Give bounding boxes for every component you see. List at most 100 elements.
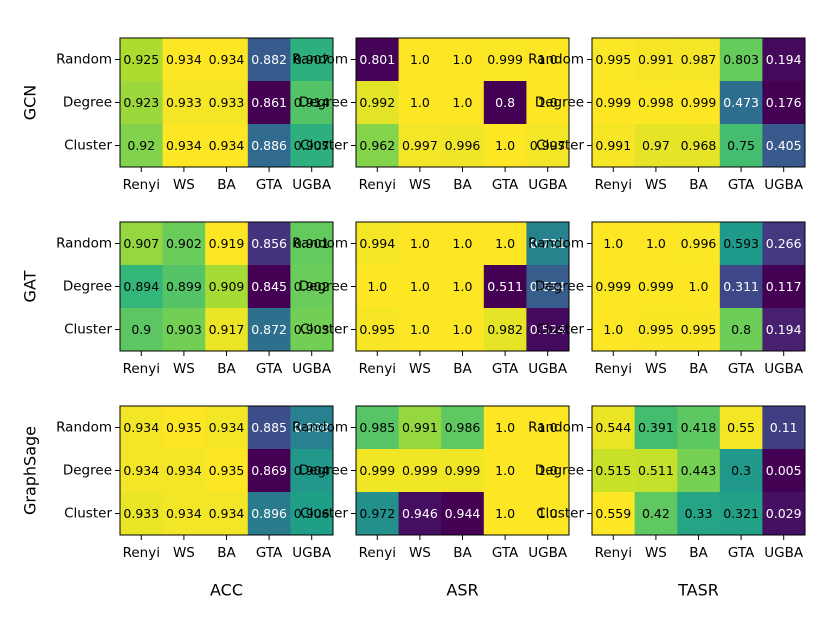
x-tick-label: GTA xyxy=(256,361,283,377)
y-tick-label: Cluster xyxy=(300,322,348,338)
heatmap-cell xyxy=(356,449,399,493)
heatmap-cell xyxy=(677,124,721,168)
heatmap-cell xyxy=(247,308,291,352)
y-tick-label: Random xyxy=(528,420,584,436)
cell-value-label: 0.934 xyxy=(209,420,245,435)
cell-value-label: 1.0 xyxy=(538,506,558,521)
heatmap-cell xyxy=(162,308,206,352)
heatmap-cell xyxy=(398,38,442,82)
cell-value-label: 0.473 xyxy=(723,95,759,110)
cell-value-label: 0.524 xyxy=(530,322,566,337)
cell-value-label: 0.896 xyxy=(251,506,287,521)
y-tick-label: Cluster xyxy=(64,506,112,522)
heatmap-cell xyxy=(120,222,163,266)
heatmap-cell xyxy=(441,406,485,450)
cell-value-label: 0.869 xyxy=(251,463,287,478)
cell-value-label: 0.117 xyxy=(766,279,802,294)
x-tick-label: GTA xyxy=(256,545,283,561)
heatmap-cell xyxy=(290,222,334,266)
heatmap-cell xyxy=(634,124,678,168)
x-tick-label: Renyi xyxy=(595,361,632,377)
heatmap-panel: 0.934 0.935 0.934 0.885 0.898 0.934 0.934 0.935… xyxy=(56,405,334,561)
x-tick-label: WS xyxy=(409,177,431,193)
y-tick-label: Degree xyxy=(535,95,584,111)
x-tick-label: BA xyxy=(453,545,472,561)
cell-value-label: 1.0 xyxy=(646,236,666,251)
heatmap-cell xyxy=(483,406,527,450)
heatmap-cell xyxy=(205,38,249,82)
heatmap-cell xyxy=(205,449,249,493)
y-tick-label: Random xyxy=(56,420,112,436)
x-tick-label: UGBA xyxy=(528,545,568,561)
cell-value-label: 0.995 xyxy=(595,52,631,67)
heatmap-cell xyxy=(719,308,763,352)
cell-value-label: 1.0 xyxy=(453,95,473,110)
x-tick-label: GTA xyxy=(728,361,755,377)
cell-value-label: 0.901 xyxy=(294,236,330,251)
heatmap-cell xyxy=(290,124,334,168)
cell-value-label: 0.443 xyxy=(681,463,717,478)
cell-value-label: 1.0 xyxy=(495,506,515,521)
cell-value-label: 0.885 xyxy=(251,420,287,435)
cell-value-label: 0.934 xyxy=(209,506,245,521)
column-title-label: ACC xyxy=(210,581,243,600)
x-tick-label: Renyi xyxy=(359,361,396,377)
cell-value-label: 1.0 xyxy=(538,52,558,67)
heatmap-cell xyxy=(592,222,635,266)
heatmap-cell xyxy=(526,38,570,82)
cell-value-label: 0.995 xyxy=(681,322,717,337)
cell-value-label: 0.987 xyxy=(681,52,717,67)
heatmap-cell xyxy=(247,81,291,125)
heatmap-cell xyxy=(120,81,163,125)
y-tick-label: Random xyxy=(528,52,584,68)
x-tick-label: GTA xyxy=(256,177,283,193)
cell-value-label: 1.0 xyxy=(495,463,515,478)
cell-value-label: 0.992 xyxy=(359,95,395,110)
heatmap-cell xyxy=(634,38,678,82)
cell-value-label: 0.321 xyxy=(723,506,759,521)
cell-value-label: 1.0 xyxy=(410,279,430,294)
x-tick-label: WS xyxy=(173,177,195,193)
heatmap-cell xyxy=(526,449,570,493)
heatmap-cell xyxy=(290,38,334,82)
x-tick-label: BA xyxy=(453,361,472,377)
heatmap-cell xyxy=(290,308,334,352)
cell-value-label: 0.9 xyxy=(131,322,151,337)
cell-value-label: 0.996 xyxy=(681,236,717,251)
cell-value-label: 0.999 xyxy=(595,279,631,294)
heatmap-cell xyxy=(162,406,206,450)
heatmap-cell xyxy=(677,38,721,82)
y-tick-label: Cluster xyxy=(64,138,112,154)
cell-value-label: 1.0 xyxy=(453,322,473,337)
heatmap-cell xyxy=(441,265,485,309)
heatmap-panel: 0.925 0.934 0.934 0.882 0.907 0.923 0.933 0.933… xyxy=(56,37,334,193)
cell-value-label: 0.934 xyxy=(209,52,245,67)
cell-value-label: 0.972 xyxy=(359,506,395,521)
cell-value-label: 0.917 xyxy=(209,322,245,337)
y-tick-label: Cluster xyxy=(536,138,584,154)
heatmap-cell xyxy=(483,222,527,266)
row-title-label: GAT xyxy=(21,270,40,302)
cell-value-label: 0.991 xyxy=(638,52,674,67)
heatmap-cell xyxy=(290,492,334,536)
heatmap-cell xyxy=(162,81,206,125)
x-tick-label: UGBA xyxy=(764,177,804,193)
heatmap-cell xyxy=(483,265,527,309)
cell-value-label: 0.42 xyxy=(642,506,670,521)
cell-value-label: 0.886 xyxy=(251,138,287,153)
heatmap-cell xyxy=(398,265,442,309)
y-tick-label: Random xyxy=(292,420,348,436)
cell-value-label: 0.194 xyxy=(766,322,802,337)
heatmap-cell xyxy=(677,492,721,536)
cell-value-label: 0.934 xyxy=(123,463,159,478)
x-tick-label: WS xyxy=(645,177,667,193)
cell-value-label: 1.0 xyxy=(453,279,473,294)
cell-value-label: 1.0 xyxy=(410,95,430,110)
cell-value-label: 0.311 xyxy=(723,279,759,294)
heatmap-cell xyxy=(290,265,334,309)
heatmap-cell xyxy=(677,449,721,493)
cell-value-label: 0.391 xyxy=(638,420,674,435)
heatmap-cell xyxy=(719,265,763,309)
cell-value-label: 0.934 xyxy=(166,138,202,153)
cell-value-label: 0.996 xyxy=(445,138,481,153)
